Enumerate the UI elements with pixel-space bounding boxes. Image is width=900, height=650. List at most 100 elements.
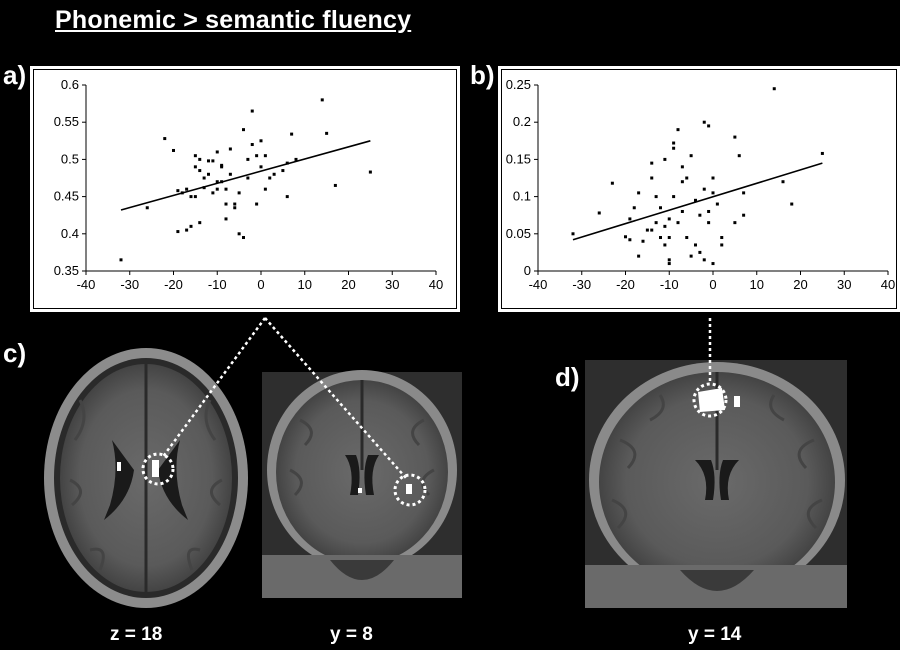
data-point: [628, 217, 632, 221]
x-tick-label: -10: [208, 277, 227, 292]
data-point: [707, 124, 711, 128]
data-point: [285, 195, 289, 199]
data-point: [172, 148, 175, 152]
data-point: [193, 165, 197, 169]
data-point: [667, 262, 671, 266]
y-tick-label: 0.35: [54, 263, 79, 278]
activation-spot: [698, 388, 725, 412]
data-point: [685, 176, 689, 180]
data-point: [185, 228, 189, 232]
scatter-chart-b: 0 0.05 0.1 0.15 0.2 0.25 -40 -30 -20 -10 0 10 20 30 40: [498, 66, 900, 312]
data-point: [781, 180, 785, 184]
scatter-chart-a: 0.35 0.4 0.45 0.5 0.55 0.6 -40 -30 -20 -10 0 10 20 30…: [30, 66, 460, 312]
panel-label-c: c): [3, 338, 27, 368]
data-point: [659, 236, 662, 240]
data-point: [224, 187, 228, 191]
data-point: [185, 187, 189, 191]
panel-label-d: d): [555, 362, 580, 392]
x-tick-label: 0: [257, 277, 264, 292]
data-point: [597, 211, 601, 215]
data-point: [189, 195, 193, 199]
data-point: [624, 235, 627, 239]
data-point: [263, 187, 267, 191]
data-point: [790, 202, 794, 206]
roi-circle: [393, 473, 427, 507]
data-point: [685, 236, 689, 240]
data-point: [294, 157, 298, 161]
data-point: [176, 230, 180, 234]
data-point: [672, 195, 676, 199]
data-point: [290, 132, 294, 136]
data-point: [680, 180, 684, 184]
activation-spot: [358, 488, 362, 493]
data-point: [663, 224, 667, 228]
x-tick-label: -20: [164, 277, 183, 292]
y-tick-label: 0.2: [513, 114, 531, 129]
data-point: [667, 217, 671, 221]
data-point: [250, 109, 254, 113]
coronal-brain-slice-y8: [262, 370, 462, 598]
data-point: [233, 206, 237, 210]
y-tick-label: 0.05: [506, 226, 531, 241]
data-point: [224, 217, 228, 221]
y-tick-label: 0.5: [61, 151, 79, 166]
axial-brain-slice: [44, 348, 248, 608]
data-point: [333, 183, 337, 187]
trend-line: [120, 140, 371, 211]
data-point: [268, 176, 272, 180]
x-tick-label: -20: [616, 277, 635, 292]
data-point: [654, 221, 658, 225]
data-point: [645, 228, 649, 232]
y-tick-label: 0.6: [61, 77, 79, 92]
coronal-brain-slice-y14: [585, 360, 847, 608]
x-tick-label: 20: [793, 277, 807, 292]
data-point: [733, 221, 737, 225]
data-point: [650, 176, 654, 180]
slice-label-z18: z = 18: [110, 624, 163, 645]
data-point: [702, 258, 706, 262]
x-tick-label: 10: [298, 277, 312, 292]
data-point: [702, 120, 706, 124]
data-point: [711, 191, 715, 195]
data-point: [689, 154, 693, 158]
x-tick-label: 20: [341, 277, 355, 292]
data-point: [715, 202, 719, 206]
roi-circle: [692, 382, 728, 418]
data-point: [680, 165, 684, 169]
x-tick-label: -30: [572, 277, 591, 292]
data-point: [202, 176, 206, 180]
data-point: [667, 258, 671, 262]
data-point: [702, 187, 706, 191]
roi-circle: [141, 452, 175, 486]
data-point: [654, 195, 658, 199]
data-point: [632, 206, 636, 210]
data-point: [659, 206, 662, 210]
data-point: [672, 146, 676, 150]
data-point: [263, 154, 267, 158]
data-point: [198, 157, 202, 161]
data-point: [707, 209, 711, 213]
data-point: [207, 159, 210, 163]
data-point: [637, 191, 641, 195]
data-point: [707, 221, 711, 225]
data-point: [272, 172, 276, 176]
x-tick-label: 30: [837, 277, 851, 292]
data-point: [228, 172, 232, 176]
data-point: [720, 236, 724, 240]
data-point: [637, 254, 641, 258]
trend-line: [572, 162, 823, 241]
data-point: [737, 154, 741, 158]
slice-label-y8: y = 8: [330, 624, 373, 645]
data-point: [641, 239, 645, 243]
data-point: [215, 150, 219, 154]
data-point: [676, 128, 680, 132]
data-point: [242, 128, 245, 132]
scatter-plot-b-svg: 0 0.05 0.1 0.15 0.2 0.25 -40 -30 -20 -10 0 10 20 30 40: [506, 77, 896, 292]
data-point: [215, 180, 219, 184]
data-point: [680, 209, 684, 213]
x-tick-label: -10: [660, 277, 679, 292]
data-point: [246, 157, 250, 161]
data-point: [237, 191, 241, 195]
data-point: [255, 154, 259, 158]
